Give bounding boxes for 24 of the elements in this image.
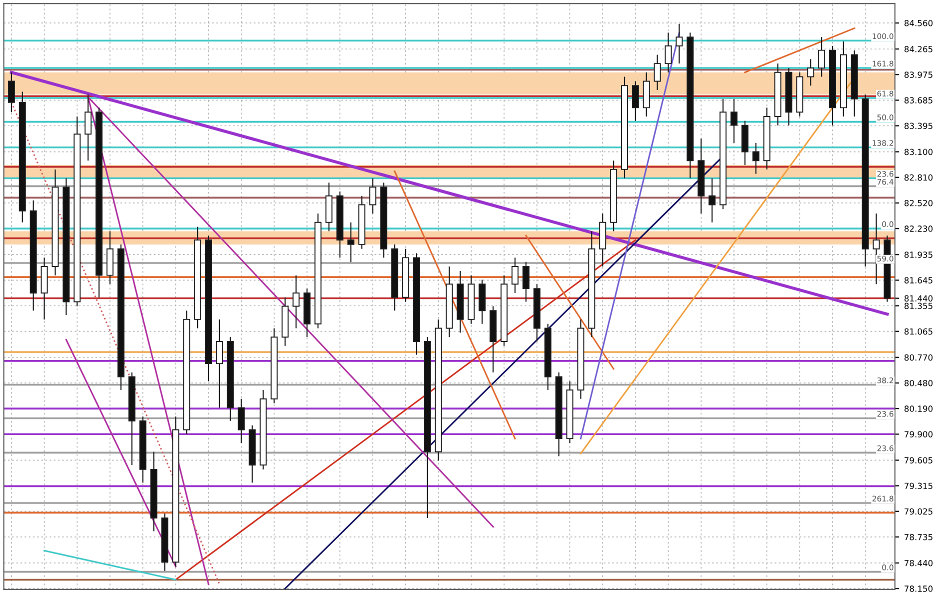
y-tick-label: 80.190 bbox=[904, 406, 933, 412]
y-tick-label: 79.315 bbox=[904, 482, 932, 490]
y-tick-label: 82.520 bbox=[904, 200, 933, 206]
y-tick-label: 78.150 bbox=[904, 586, 933, 592]
y-tick-label: 79.605 bbox=[904, 457, 932, 464]
y-tick-label: 78.440 bbox=[904, 560, 933, 566]
y-tick-label: 83.975 bbox=[904, 72, 932, 78]
y-tick-label: 84.265 bbox=[904, 46, 932, 52]
y-tick-label: 81.645 bbox=[904, 277, 932, 284]
y-tick-label: 82.810 bbox=[904, 174, 933, 181]
y-tick-label: 82.230 bbox=[904, 226, 933, 232]
y-tick-label: 83.100 bbox=[904, 148, 933, 156]
y-tick-label: 80.480 bbox=[904, 380, 933, 386]
y-tick-label: 81.355 bbox=[904, 302, 932, 310]
y-tick-label: 84.560 bbox=[904, 20, 933, 26]
y-tick-label: 80.770 bbox=[904, 354, 933, 361]
y-tick-label: 83.685 bbox=[904, 97, 932, 104]
y-tick-label: 78.735 bbox=[904, 534, 932, 540]
y-tick-label: 83.395 bbox=[904, 122, 932, 130]
y-tick-label: 79.900 bbox=[904, 431, 933, 438]
y-tick-label: 81.440 bbox=[904, 295, 933, 302]
y-tick-label: 79.025 bbox=[904, 508, 932, 515]
y-tick-label: 81.935 bbox=[904, 252, 932, 258]
y-tick-label: 81.065 bbox=[904, 328, 932, 335]
